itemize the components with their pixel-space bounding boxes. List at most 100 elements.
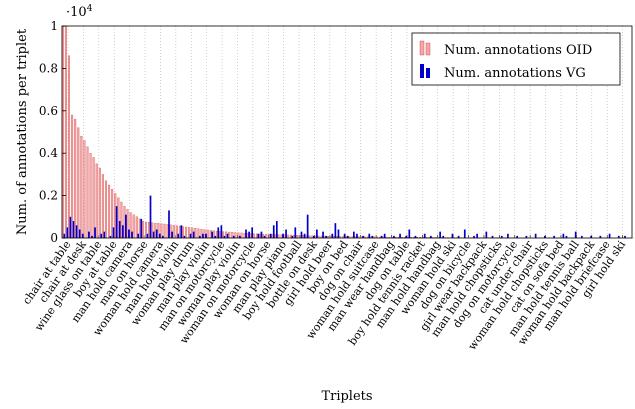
oid-bar [160,223,163,239]
vg-bars [63,195,626,238]
vg-bar [75,225,78,238]
vg-bar [371,235,374,238]
vg-bar [303,233,306,238]
vg-bar [226,233,229,238]
vg-bar [353,231,355,238]
oid-bar [163,223,166,239]
oid-bar [194,228,197,239]
oid-bar [296,235,299,239]
vg-bar [177,233,180,238]
vg-bar [356,233,358,238]
vg-bar [439,231,441,238]
vg-bar [300,231,303,238]
vg-bar [331,233,334,238]
vg-bar [140,218,143,238]
vg-bar [94,227,96,238]
vg-bar [115,206,118,238]
vg-bar [525,235,528,238]
vg-bar [291,235,294,238]
vg-bar [220,225,223,238]
vg-bar [414,235,417,238]
vg-bar [192,231,195,238]
plot-frame [61,25,633,239]
legend-vg-label: Num. annotations VG [444,66,586,81]
vg-bar [125,214,127,238]
vg-bar [189,233,192,238]
vg-bar [137,233,140,238]
vg-bar [574,231,577,238]
vg-bar [260,231,263,238]
vg-bar [294,227,297,238]
vg-bar [451,233,454,238]
vg-bar [306,214,309,238]
vg-bar [69,216,72,238]
vg-bar [617,235,620,238]
oid-bar [80,136,83,239]
vg-bar [383,233,386,238]
vg-bar [88,231,90,238]
vg-bar [155,229,158,238]
vg-bar [239,235,241,238]
vg-bar [248,231,250,238]
vg-bar [316,229,318,238]
vg-bar [325,235,327,238]
oid-bar [68,55,71,239]
y-tick-label: 0.6 [39,104,58,118]
oid-bar [104,180,107,239]
vg-bar [152,231,155,238]
vg-bar [463,229,466,238]
vg-bar [180,225,183,238]
vg-bar [430,235,432,238]
y-tick-label: 0.4 [39,146,58,160]
y-tick-label: 0.2 [39,189,58,203]
vg-bar [275,221,278,238]
vg-bar [534,233,537,238]
oid-bar [98,167,101,239]
oid-bar [101,174,104,239]
legend-oid-label: Num. annotations OID [444,43,592,58]
vg-bar [476,233,478,238]
vg-bar [131,231,133,238]
vg-bar [63,233,66,238]
oid-bar [265,234,268,239]
vg-bar [282,233,284,238]
vg-bar [507,233,509,238]
vg-bar [491,235,494,238]
oid-bar [141,220,144,239]
vg-bar [322,231,324,238]
oid-bar [228,231,231,239]
vg-bar [263,235,266,238]
vg-bar [405,235,408,238]
vg-bar [553,235,555,238]
vg-bar [257,233,260,238]
oid-bar [92,157,95,239]
y-axis-multiplier: ·104 [66,4,93,20]
oid-bar [252,233,255,239]
vg-bar [251,227,254,238]
vg-bar [423,233,426,238]
oid-bar [234,232,237,239]
vg-bar [118,221,121,238]
vg-bar [81,233,84,238]
oid-bar [240,232,243,239]
oid-bar [74,119,77,239]
oid-bar [286,234,289,239]
vg-bar [128,229,130,238]
vg-bar [171,231,173,238]
legend-oid-swatch [419,40,431,56]
vg-bar [500,235,503,238]
vg-bar [581,235,583,238]
oid-bar [83,140,86,239]
vg-bar [399,233,401,238]
vg-bar [158,233,161,238]
vg-bar [211,231,213,238]
legend-oid-swatch-bar [425,42,431,56]
vg-bar [146,233,149,238]
vg-bar [91,235,93,238]
vg-bar [485,231,488,238]
vg-bar [599,235,602,238]
vg-bar [337,229,340,238]
